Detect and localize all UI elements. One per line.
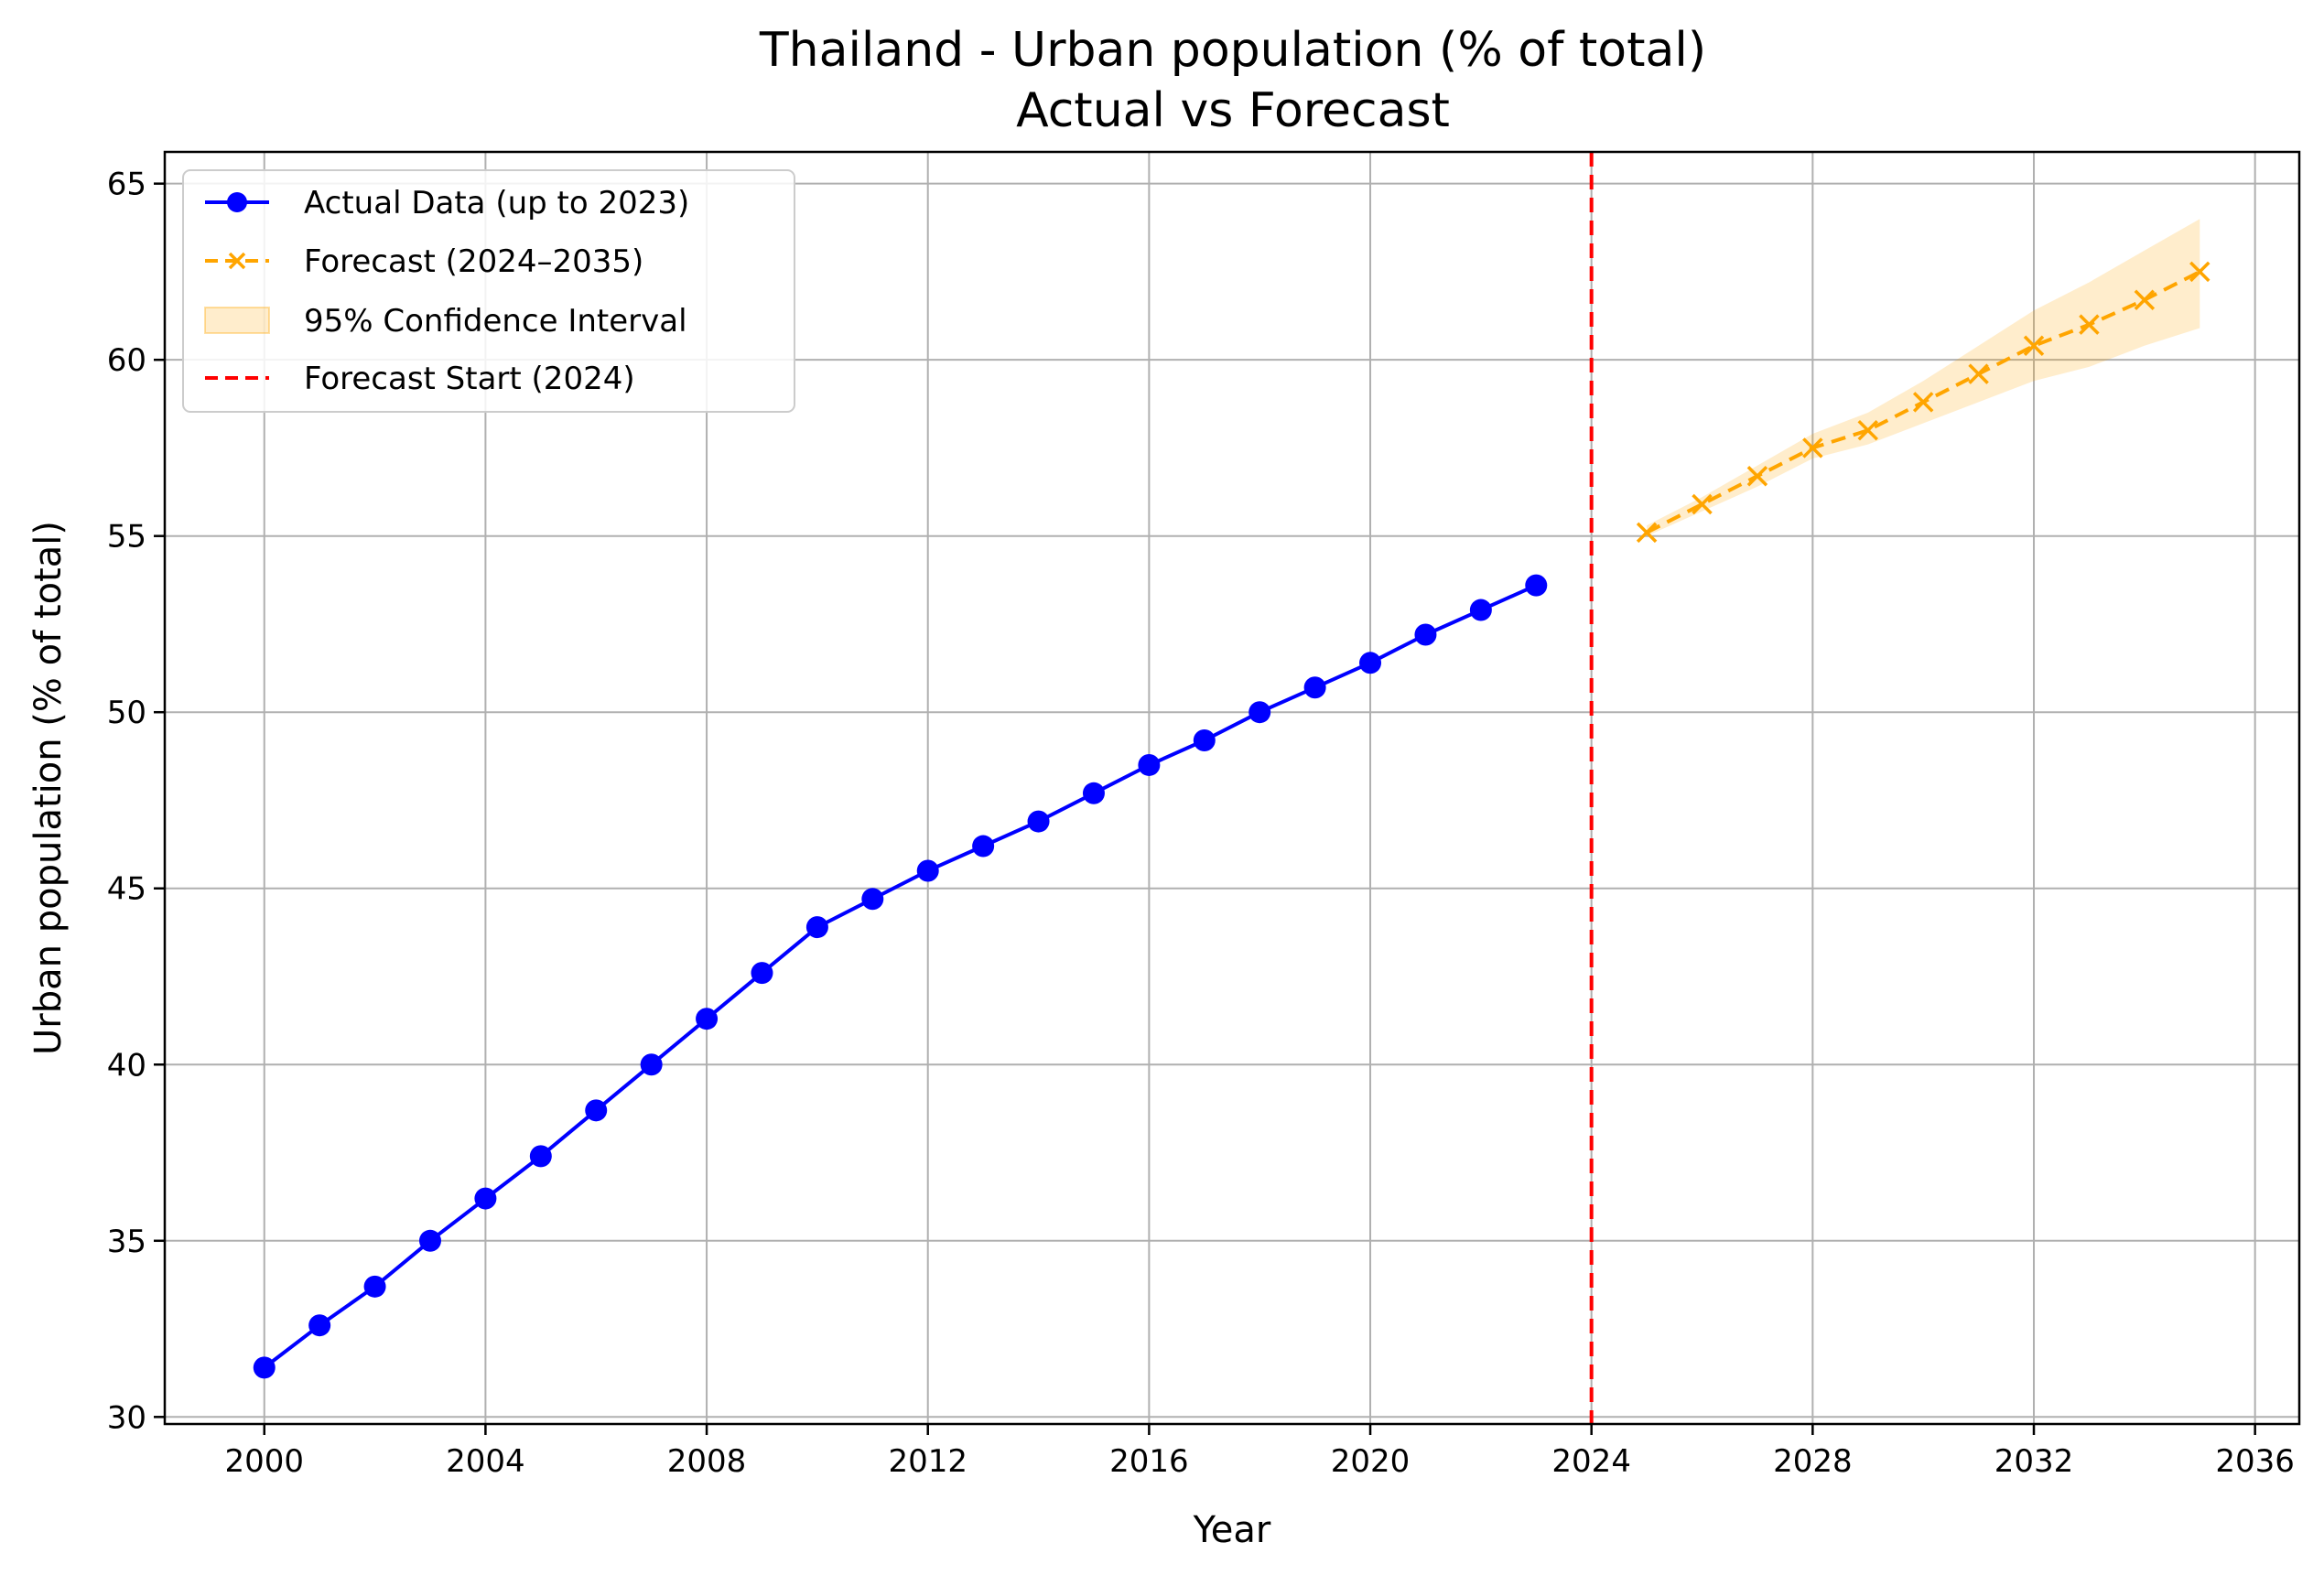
actual-data-point: [640, 1053, 663, 1076]
x-tick-label: 2028: [1773, 1443, 1853, 1480]
actual-data-point: [474, 1187, 497, 1210]
actual-data-point: [418, 1229, 441, 1252]
y-tick-label: 50: [107, 695, 146, 731]
forecast-data-point: [2023, 335, 2045, 357]
y-tick-label: 45: [107, 871, 146, 908]
y-tick-label: 30: [107, 1399, 146, 1436]
confidence-band: [1647, 219, 2200, 536]
legend-label-actual: Actual Data (up to 2023): [304, 185, 689, 221]
x-tick-label: 2016: [1109, 1443, 1189, 1480]
confidence-band-layer: [1647, 219, 2200, 536]
actual-data-point: [1027, 810, 1050, 833]
x-tick-label: 2012: [888, 1443, 967, 1480]
forecast-data-point: [2189, 261, 2211, 283]
actual-data-point: [1359, 652, 1382, 674]
actual-data-point: [1082, 782, 1105, 804]
forecast-data-point: [2079, 314, 2100, 335]
actual-data-point: [1469, 599, 1492, 621]
chart-title: Thailand - Urban population (% of total): [759, 23, 1706, 78]
actual-data-point: [585, 1099, 608, 1122]
series-layer: [253, 261, 2211, 1379]
actual-data-point: [529, 1145, 552, 1168]
legend-label-ci: 95% Confidence Interval: [304, 303, 687, 340]
actual-data-point: [861, 888, 884, 911]
plot-frame: [163, 150, 2301, 1426]
x-tick-label: 2004: [446, 1443, 525, 1480]
x-axis-ticks: 2000 2004 2008 2012 2016 2020 2024 2028 2032 2036: [224, 1424, 2295, 1480]
y-tick-label: 55: [107, 519, 146, 556]
actual-data-point: [1248, 701, 1271, 724]
y-axis-ticks: 30 35 40 45 50 55 60 65: [107, 167, 165, 1436]
legend: Actual Data (up to 2023) Forecast (2024–…: [182, 169, 795, 413]
actual-data-point: [1414, 623, 1437, 646]
y-tick-label: 65: [107, 167, 146, 203]
legend-label-forecast-start: Forecast Start (2024): [304, 361, 635, 397]
actual-data-point: [1303, 676, 1326, 699]
legend-label-forecast: Forecast (2024–2035): [304, 243, 643, 280]
x-tick-label: 2020: [1331, 1443, 1411, 1480]
x-tick-label: 2000: [224, 1443, 304, 1480]
x-tick-label: 2032: [1994, 1443, 2074, 1480]
actual-data-point: [1525, 574, 1548, 597]
actual-data-point: [363, 1275, 386, 1298]
legend-box: [182, 169, 795, 413]
forecast-data-point: [1746, 466, 1768, 487]
actual-data-point: [1193, 729, 1216, 752]
actual-data-point: [1138, 753, 1161, 776]
x-tick-label: 2008: [667, 1443, 747, 1480]
forecast-data-point: [1802, 437, 1823, 458]
actual-data-point: [751, 962, 773, 985]
forecast-data-point: [1912, 392, 1934, 413]
forecast-data-point: [2134, 289, 2156, 310]
y-axis-label: Urban population (% of total): [27, 521, 70, 1055]
forecast-data-point: [1857, 419, 1879, 441]
legend-marker-forecast: [228, 252, 246, 270]
forecast-data-point: [1968, 363, 1989, 384]
x-tick-label: 2036: [2215, 1443, 2295, 1480]
x-tick-label: 2024: [1551, 1443, 1631, 1480]
y-tick-label: 35: [107, 1224, 146, 1260]
chart-subtitle: Actual vs Forecast: [1016, 83, 1450, 138]
y-tick-label: 60: [107, 342, 146, 379]
forecast-data-point: [1636, 522, 1658, 544]
forecast-data-point: [1692, 493, 1713, 515]
actual-data-point: [972, 835, 995, 858]
legend-swatch-ci: [204, 307, 270, 334]
actual-data-point: [696, 1008, 719, 1030]
actual-data-point: [916, 859, 939, 882]
actual-data-point: [253, 1356, 276, 1379]
x-axis-label: Year: [1193, 1509, 1271, 1551]
legend-marker-actual: [227, 192, 247, 212]
actual-data-point: [805, 916, 828, 939]
actual-data-point: [308, 1314, 331, 1337]
y-tick-label: 40: [107, 1047, 146, 1084]
